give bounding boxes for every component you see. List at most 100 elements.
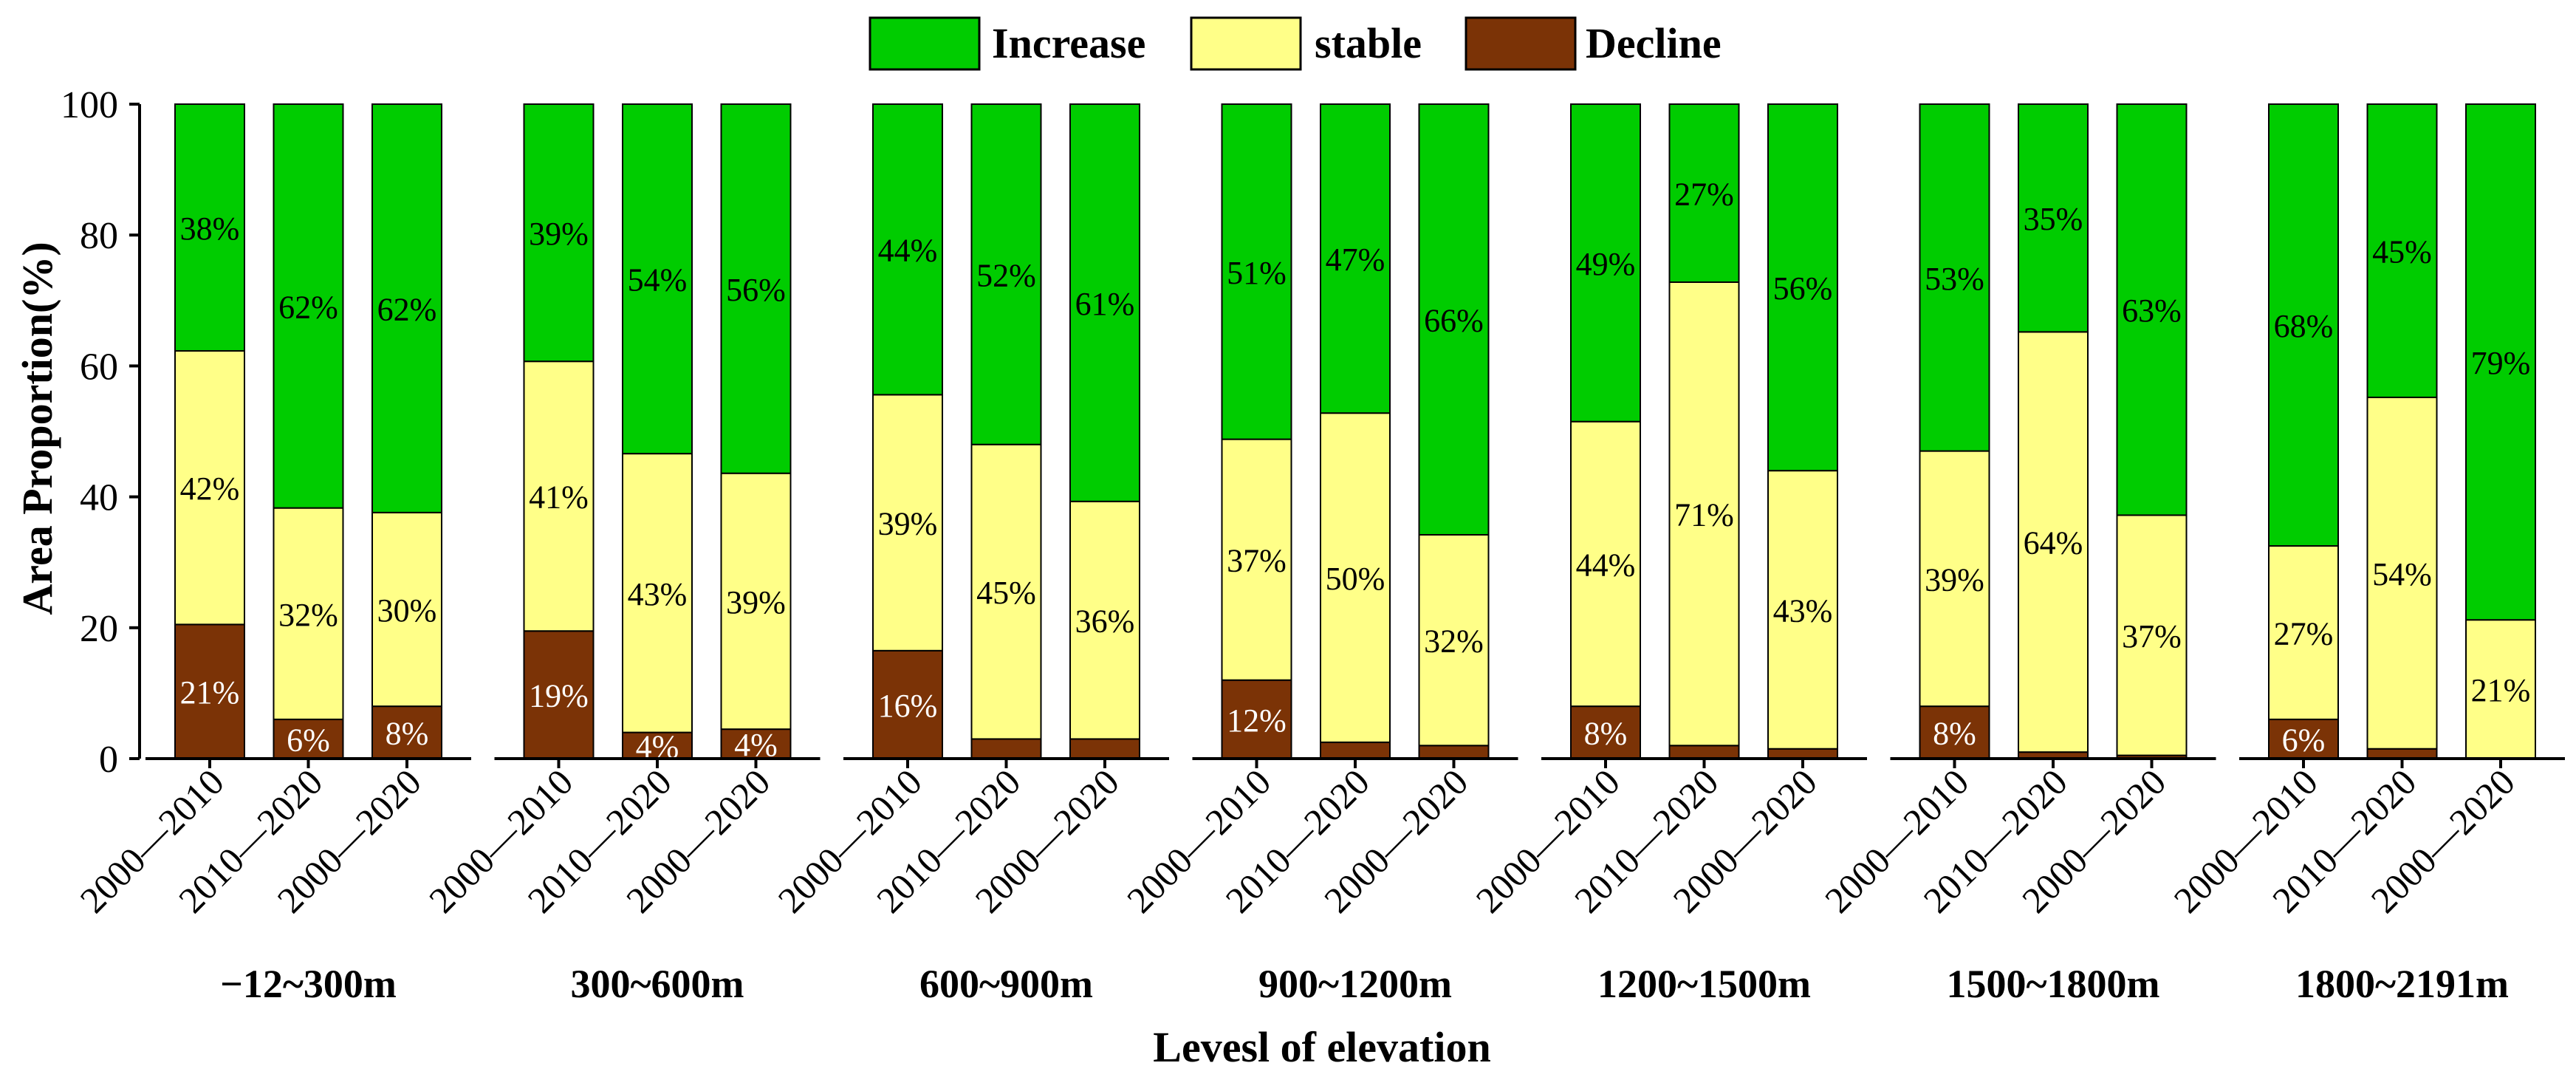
increase-value-label: 27% <box>1674 176 1734 212</box>
stable-value-label: 37% <box>2122 618 2182 654</box>
increase-bar-segment <box>2268 103 2339 547</box>
stable-bar-segment <box>1320 412 1391 743</box>
decline-value-label: 21% <box>180 674 240 711</box>
stable-value-label: 64% <box>2024 525 2083 561</box>
stable-value-label: 36% <box>1075 604 1135 640</box>
decline-bar-segment <box>371 705 442 759</box>
increase-bar-segment <box>2116 103 2188 516</box>
stable-value-label: 50% <box>1326 561 1385 597</box>
stable-bar-segment <box>523 360 595 632</box>
increase-bar-segment <box>1919 103 1990 452</box>
stable-value-label: 45% <box>976 575 1036 611</box>
increase-value-label: 79% <box>2471 345 2531 381</box>
increase-value-label: 49% <box>1576 246 1636 282</box>
bar-group: 12% 37% 51% 50% 47% 32% 66% <box>1221 103 1490 760</box>
group-label: 1500~1800m <box>1946 962 2159 1006</box>
increase-value-label: 54% <box>628 262 688 298</box>
increase-value-label: 56% <box>726 272 786 308</box>
decline-value-label: 8% <box>1584 716 1628 752</box>
increase-bar-segment <box>1221 103 1292 440</box>
group-label: 600~900m <box>919 962 1093 1006</box>
increase-bar-segment <box>371 103 442 513</box>
stable-bar-segment <box>273 507 344 720</box>
x-axis: 2000—20102010—20202000—2020−12~300m2000—… <box>72 757 2565 1006</box>
increase-bar-segment <box>970 103 1042 445</box>
increase-bar-segment <box>1668 103 1740 283</box>
decline-bar-segment <box>1320 741 1391 759</box>
group-label: 300~600m <box>570 962 744 1006</box>
decline-bar-segment <box>1221 679 1292 759</box>
increase-value-label: 47% <box>1326 242 1385 278</box>
bar-group: 19%41%39%4%43%54%4%39%56% <box>523 103 792 765</box>
increase-bar-segment <box>1570 103 1641 423</box>
stable-value-label: 43% <box>628 576 688 612</box>
y-tick-label: 80 <box>80 215 118 257</box>
bar-group: 8% 44% 49% 71% 27% 43% 56% <box>1570 103 1838 760</box>
y-tick-label: 40 <box>80 477 118 519</box>
stable-legend-label: stable <box>1315 19 1422 67</box>
y-axis-title: Area Proportion(%) <box>13 242 61 615</box>
decline-value-label: 6% <box>287 722 330 758</box>
stable-value-label: 41% <box>529 479 589 516</box>
increase-bar-segment <box>872 103 943 396</box>
bar-group: 21% 42% 38% 6% 32% 62% 8% 30% 62% <box>174 103 442 760</box>
decline-bar-segment <box>1919 705 1990 759</box>
increase-bar-segment <box>1069 103 1140 502</box>
stable-value-label: 32% <box>278 597 338 633</box>
increase-value-label: 39% <box>529 216 589 252</box>
increase-bar-segment <box>2366 103 2438 398</box>
stable-bar-segment <box>1418 533 1490 747</box>
stable-legend-swatch <box>1190 16 1302 71</box>
decline-value-label: 6% <box>2282 722 2326 758</box>
decline-bar-segment <box>1069 738 1140 759</box>
stable-value-label: 39% <box>726 584 786 620</box>
stable-value-label: 30% <box>377 592 437 629</box>
increase-bar-segment <box>1320 103 1391 414</box>
stable-bar-segment <box>2465 619 2536 760</box>
stable-bar-segment <box>1570 420 1641 708</box>
increase-legend-swatch <box>869 16 981 71</box>
increase-value-label: 62% <box>278 289 338 325</box>
increase-value-label: 38% <box>180 211 240 247</box>
stable-bar-segment <box>1221 438 1292 681</box>
decline-bar-segment <box>1668 745 1740 760</box>
stable-bar-segment <box>2116 514 2188 756</box>
increase-value-label: 68% <box>2274 308 2334 344</box>
stable-bar-segment <box>720 472 792 731</box>
group-label: 1200~1500m <box>1597 962 1811 1006</box>
stable-bar-segment <box>2366 396 2438 750</box>
decline-bar-segment <box>2268 718 2339 760</box>
decline-legend-label: Decline <box>1586 19 1722 67</box>
stable-bar-segment <box>2268 545 2339 720</box>
increase-bar-segment <box>273 103 344 509</box>
x-axis-title: Levesl of elevation <box>1153 1023 1490 1071</box>
stable-bar-segment <box>2018 331 2089 753</box>
increase-value-label: 52% <box>976 257 1036 293</box>
stable-value-label: 39% <box>1925 561 1984 598</box>
bars: 21% 42% 38% 6% 32% 62% 8% 30% 62% 19% 41% 39% 4% 43% 5… <box>174 103 2536 765</box>
y-axis: 0 20 40 60 80 100 <box>61 84 141 781</box>
y-tick-label: 20 <box>80 608 118 650</box>
stable-bar-segment <box>1919 450 1990 708</box>
group-label: 900~1200m <box>1258 962 1452 1006</box>
increase-value-label: 63% <box>2122 293 2182 329</box>
decline-bar-segment <box>523 630 595 759</box>
stable-bar-segment <box>872 394 943 652</box>
increase-legend-label: Increase <box>992 19 1145 67</box>
y-tick-label: 60 <box>80 346 118 388</box>
stable-value-label: 37% <box>1227 543 1287 579</box>
increase-bar-segment <box>523 103 595 363</box>
stable-value-label: 32% <box>1424 623 1484 660</box>
stable-value-label: 27% <box>2274 615 2334 652</box>
stable-value-label: 43% <box>1773 592 1833 629</box>
decline-bar-segment <box>1570 705 1641 759</box>
bar-group: 8% 39% 53% 64% 35% 37% 63% <box>1919 103 2188 760</box>
increase-value-label: 61% <box>1075 286 1135 322</box>
increase-value-label: 51% <box>1227 255 1287 291</box>
decline-legend-swatch <box>1465 16 1577 71</box>
decline-bar-segment <box>1418 745 1490 760</box>
increase-bar-segment <box>1767 103 1838 472</box>
decline-value-label: 16% <box>878 688 938 724</box>
decline-value-label: 8% <box>1933 716 1976 752</box>
increase-value-label: 45% <box>2372 233 2432 270</box>
